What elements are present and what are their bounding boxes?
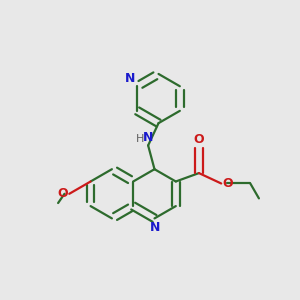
- Text: N: N: [125, 72, 136, 85]
- Text: O: O: [57, 187, 68, 200]
- Text: N: N: [150, 221, 160, 234]
- Text: N: N: [143, 131, 153, 144]
- Text: H: H: [136, 134, 144, 144]
- Text: O: O: [194, 133, 204, 146]
- Text: O: O: [222, 177, 233, 190]
